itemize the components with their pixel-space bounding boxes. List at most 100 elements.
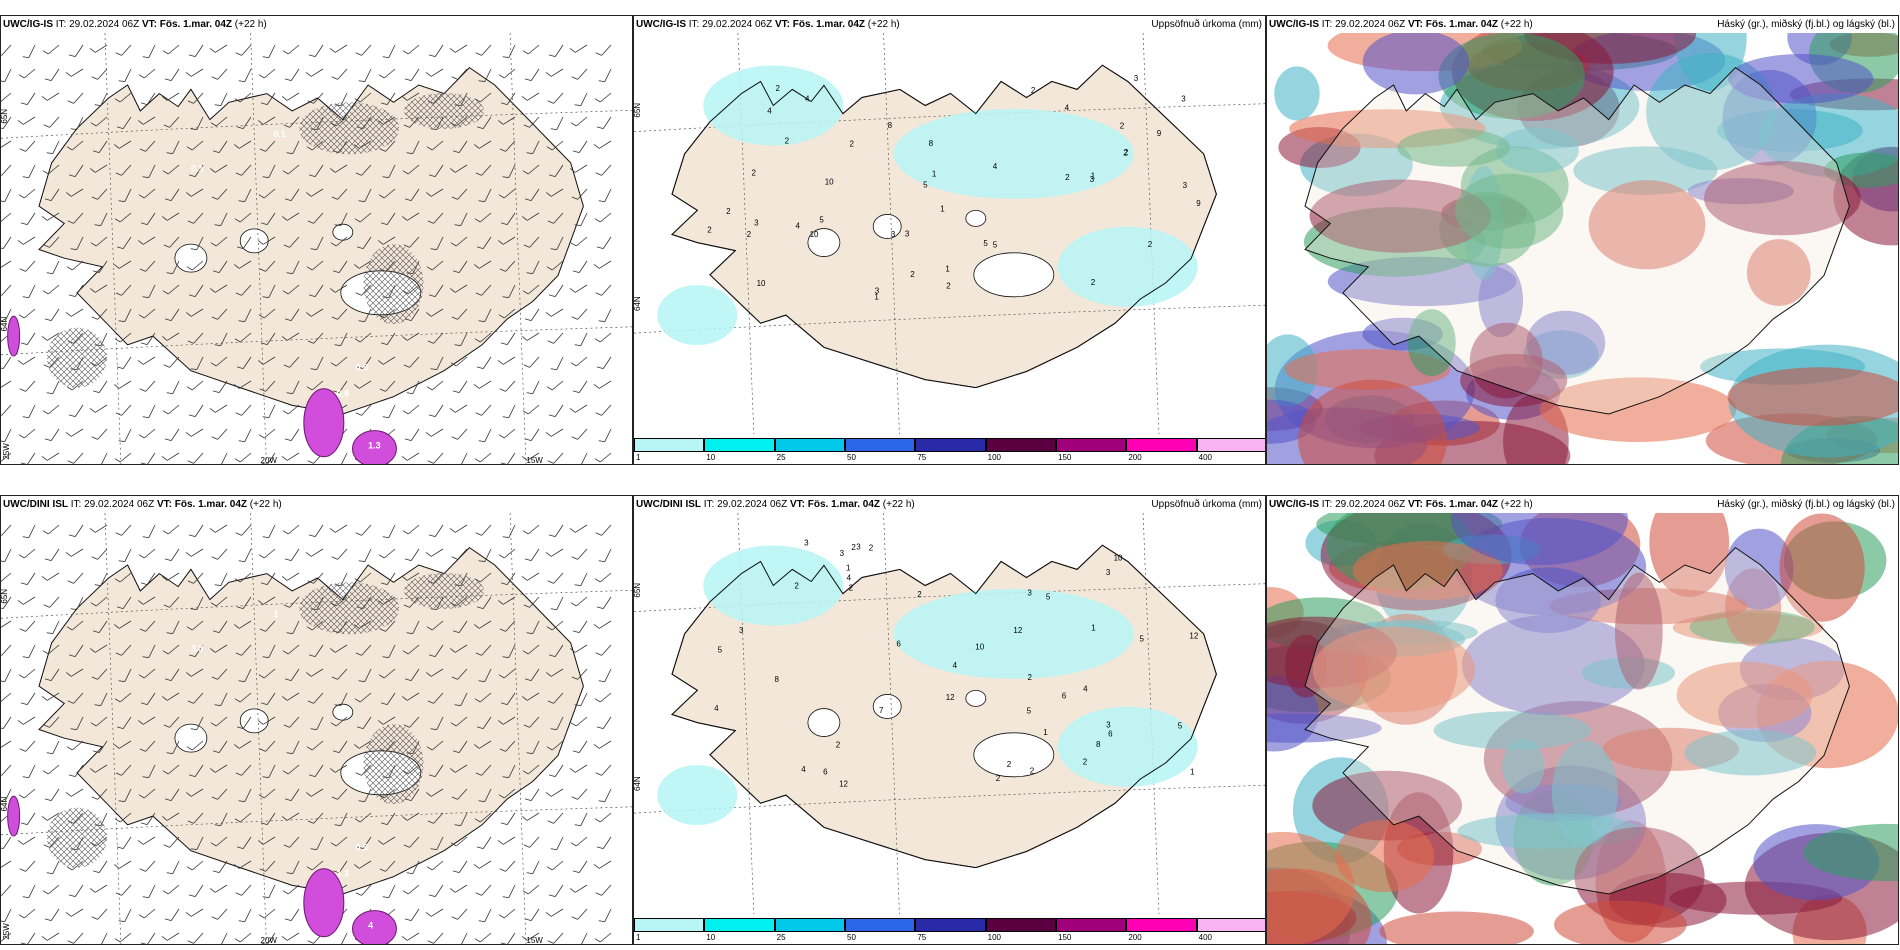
wind-barb	[358, 68, 372, 82]
wind-barb	[427, 332, 444, 344]
cloud-blob	[1309, 179, 1491, 253]
wind-barb	[478, 428, 492, 442]
wind-barb	[476, 716, 492, 729]
wind-barb	[214, 812, 228, 826]
wind-barb	[210, 236, 228, 247]
wind-barb	[166, 860, 180, 874]
wind-barb	[451, 668, 468, 680]
precip-value: 2	[946, 282, 951, 291]
wind-barb	[188, 524, 204, 537]
wind-barb	[210, 356, 228, 367]
precip-value: 3	[875, 287, 880, 296]
wind-barb	[356, 716, 372, 729]
wind-barb	[427, 212, 444, 224]
wind-barb	[547, 572, 564, 584]
wind-barb	[44, 668, 60, 681]
wind-barb	[210, 596, 228, 607]
wind-barb	[452, 860, 468, 873]
wind-barb	[238, 668, 252, 682]
wind-barb	[426, 620, 444, 631]
wind-barb	[258, 188, 276, 199]
wind-barb	[142, 164, 156, 178]
wind-barb	[188, 644, 204, 657]
cloud-blob	[1676, 661, 1813, 729]
wind-barb	[403, 356, 420, 368]
glacier	[332, 703, 354, 721]
wind-barb	[94, 692, 108, 706]
wind-barb	[454, 692, 468, 706]
wind-barb	[65, 668, 84, 677]
wind-barb	[594, 572, 612, 583]
wind-barb	[1, 884, 12, 896]
wind-barb	[426, 140, 444, 151]
wind-barb	[450, 356, 468, 367]
colorbar-segment	[915, 438, 986, 452]
wind-barb	[257, 716, 276, 725]
wind-barb	[380, 572, 396, 585]
wind-barb	[499, 140, 516, 152]
wind-barb	[330, 836, 348, 847]
wind-barb	[19, 380, 36, 392]
valid-time-label: VT:	[789, 499, 805, 510]
wind-barb	[402, 164, 420, 175]
wind-barb	[260, 572, 276, 585]
wind-barb	[140, 332, 156, 345]
wind-barb	[502, 404, 516, 418]
wind-barb	[305, 668, 324, 677]
wind-barb	[358, 308, 372, 322]
precip-value: 3	[905, 230, 910, 239]
wind-barb	[258, 428, 276, 439]
precip-value: 1	[874, 293, 879, 302]
map-panel-precip: UWC/IG-IS IT: 29.02.2024 06Z VT: Fös. 1.…	[633, 15, 1266, 465]
wind-barb	[41, 932, 60, 941]
wind-barb	[340, 932, 348, 944]
wind-barb	[382, 164, 396, 178]
wind-barb	[89, 164, 108, 173]
wind-barb	[186, 260, 204, 271]
wind-barb	[524, 68, 540, 81]
wind-barb	[282, 644, 300, 655]
wind-barb	[522, 164, 540, 175]
wind-barb	[594, 932, 612, 943]
wind-barb	[282, 764, 300, 775]
wind-barb	[571, 788, 588, 800]
wind-barb	[42, 644, 60, 655]
precip-value: 8	[775, 675, 780, 684]
wind-barb	[593, 260, 612, 269]
wind-barb	[258, 668, 276, 679]
wind-barb	[118, 428, 132, 442]
wind-barb	[474, 812, 492, 823]
wind-barb	[1, 380, 12, 389]
wind-barb	[598, 428, 612, 442]
wind-barb	[65, 788, 84, 797]
precip-value: 3	[840, 549, 845, 558]
wind-barb	[473, 140, 492, 149]
cloud-blob	[1728, 54, 1874, 104]
wind-barb	[283, 716, 300, 728]
wind-barb	[593, 140, 612, 149]
wind-barb	[428, 524, 444, 537]
wind-barb	[90, 716, 108, 727]
wind-barb	[473, 620, 492, 629]
precip-value: 2	[850, 139, 855, 148]
wind-barb	[425, 68, 444, 77]
wind-barb	[308, 284, 324, 297]
wind-barb	[138, 788, 156, 799]
wind-barb	[548, 44, 564, 57]
wind-barb	[139, 380, 156, 392]
map-svg: 65N 64N 0.8 0.8 1.3 0.1 0.1 0.1 25W 20W 15W	[1, 32, 632, 464]
init-time: IT: 29.02.2024 06Z	[1321, 499, 1406, 510]
wind-barb	[425, 308, 444, 317]
wind-barb	[334, 692, 348, 706]
wind-barb	[353, 380, 372, 389]
wind-barb	[547, 812, 564, 824]
colorbar-segment	[1056, 438, 1127, 452]
wind-barb	[234, 212, 252, 223]
wind-barb	[427, 932, 444, 944]
cloud-blob	[1724, 528, 1794, 610]
wind-barb	[262, 884, 276, 898]
wind-barb	[474, 212, 492, 223]
wind-barb	[354, 212, 372, 223]
wind-barb	[594, 692, 612, 703]
wind-barb	[306, 860, 324, 871]
